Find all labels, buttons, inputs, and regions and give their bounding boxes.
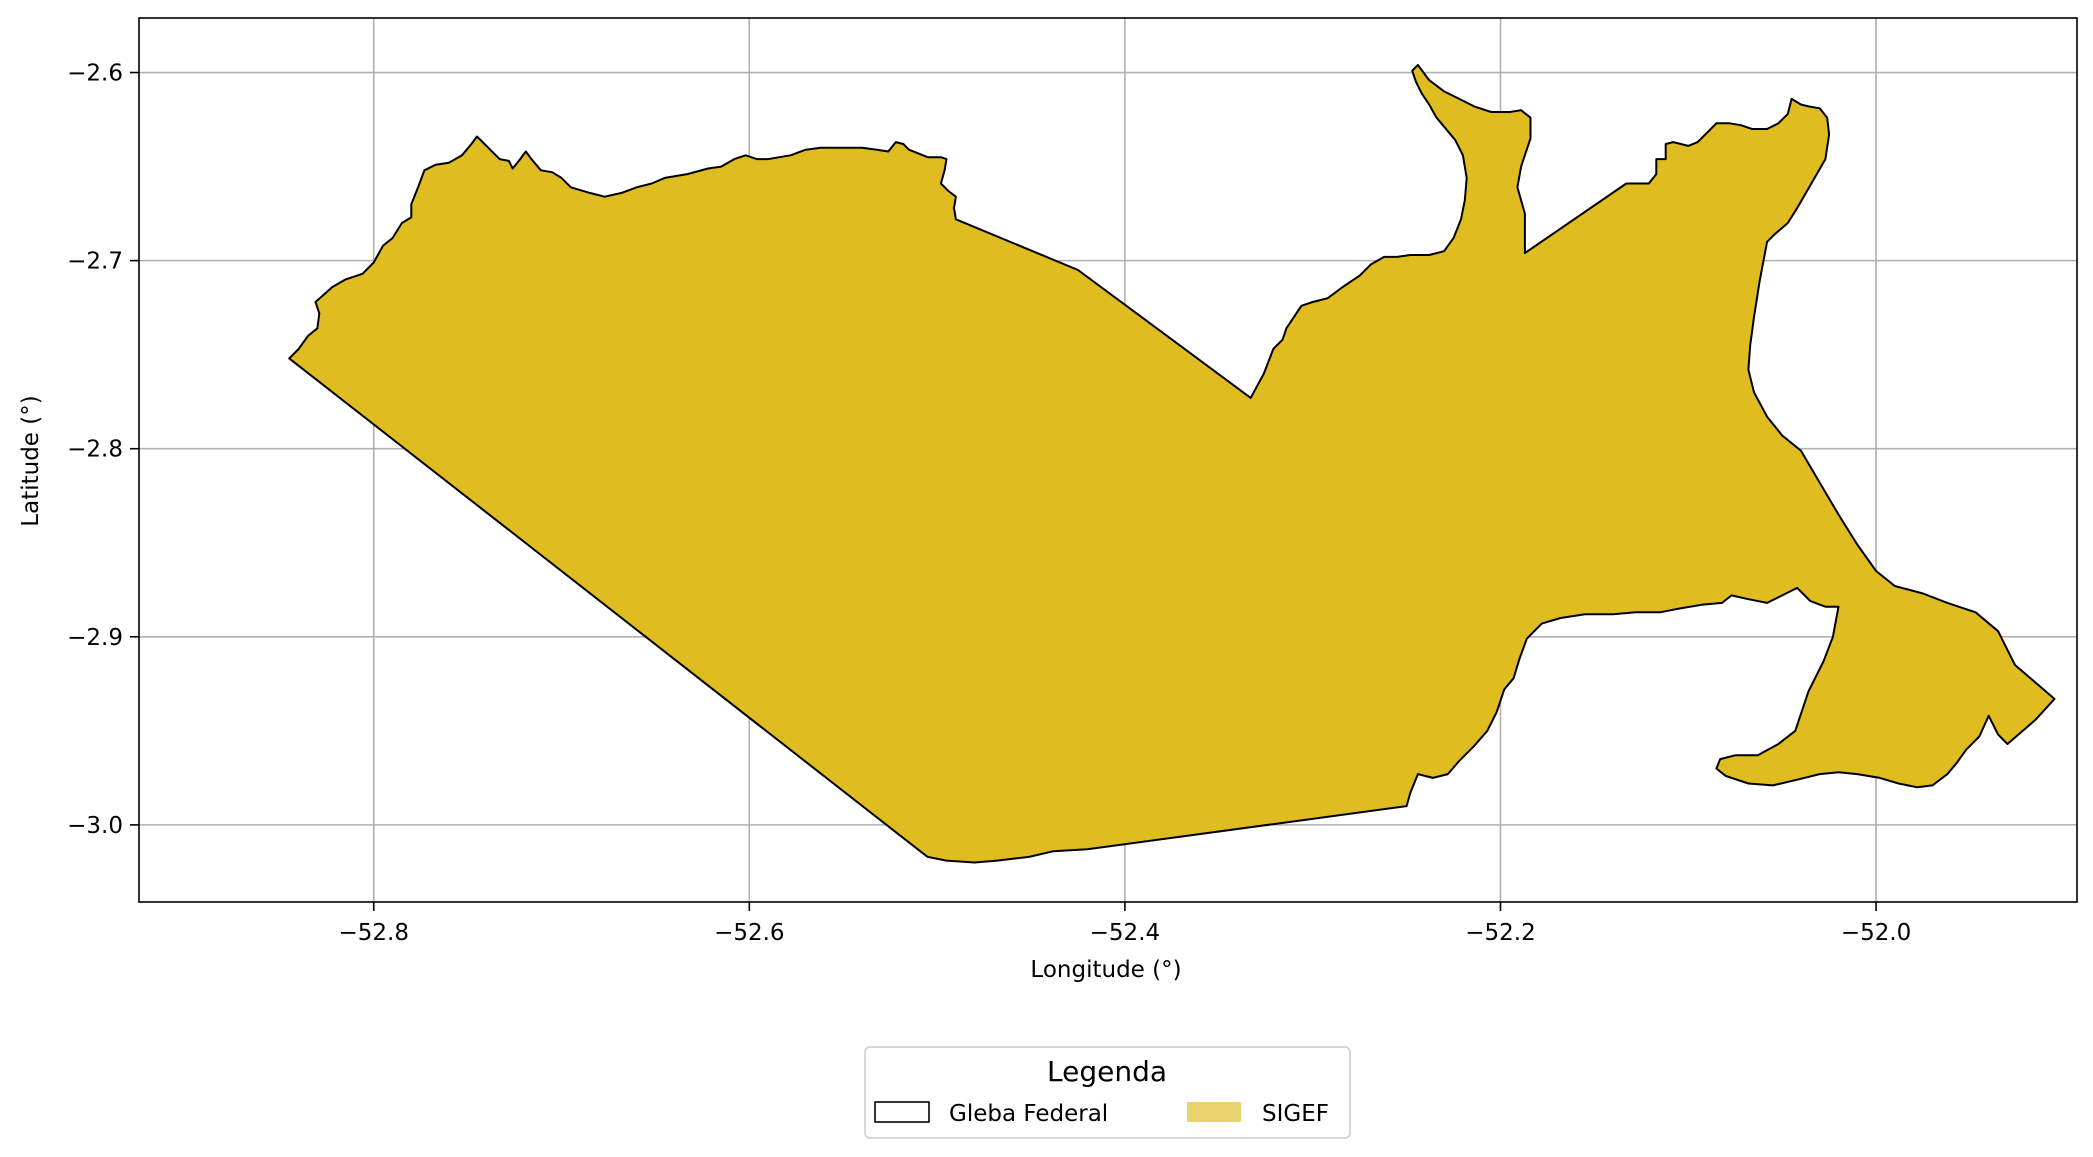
legend-gleba-federal-label: Gleba Federal	[949, 1101, 1108, 1127]
legend: Legenda Gleba Federal SIGEF	[864, 1046, 1351, 1139]
x-tick-label: −52.4	[1090, 920, 1160, 946]
plot-frame	[138, 17, 2078, 903]
y-tick-label: −2.6	[67, 61, 123, 87]
legend-title: Legenda	[1047, 1055, 1167, 1088]
y-tick-label: −2.7	[67, 249, 123, 275]
axis-ticks: −52.8 −52.6 −52.4 −52.2 −52.0 −2.6 −2.7 −2.8 −2.…	[67, 61, 1911, 946]
map-area	[288, 64, 2056, 864]
legend-sigef-label: SIGEF	[1262, 1101, 1329, 1127]
x-tick-label: −52.8	[338, 920, 408, 946]
sigef-polygon	[288, 64, 2056, 864]
x-tick-label: −52.2	[1465, 920, 1535, 946]
y-tick-label: −2.9	[67, 625, 123, 651]
y-tick-label: −3.0	[67, 813, 123, 839]
legend-sigef-swatch	[1187, 1102, 1241, 1122]
y-tick-label: −2.8	[67, 437, 123, 463]
legend-gleba-federal-swatch	[874, 1101, 930, 1123]
x-axis-label: Longitude (°)	[1030, 957, 1181, 983]
x-tick-label: −52.0	[1841, 920, 1911, 946]
y-axis-label: Latitude (°)	[18, 395, 44, 526]
x-tick-label: −52.6	[714, 920, 784, 946]
